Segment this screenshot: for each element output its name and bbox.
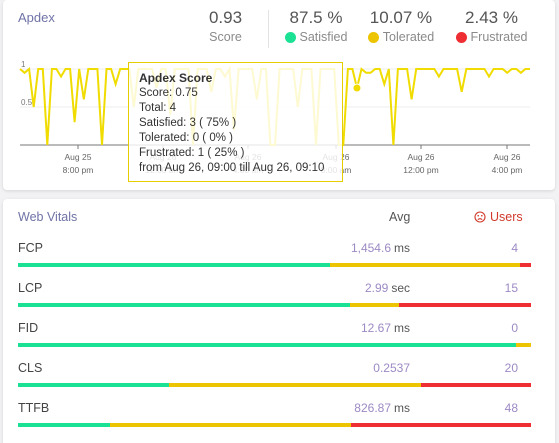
bar-segment-good bbox=[18, 343, 516, 347]
vital-row-fid[interactable]: FID 12.67 ms 0 bbox=[3, 321, 555, 361]
vital-users: 15 bbox=[504, 281, 518, 295]
vital-row-ttfb[interactable]: TTFB 826.87 ms 48 bbox=[3, 401, 555, 441]
tolerated-value: 10.07 % bbox=[369, 8, 433, 27]
vital-row-cls[interactable]: CLS 0.2537 20 bbox=[3, 361, 555, 401]
bar-segment-fair bbox=[110, 423, 352, 427]
apdex-tooltip: Apdex Score Score: 0.75 Total: 4 Satisfi… bbox=[128, 62, 343, 182]
vital-distribution-bar bbox=[18, 263, 531, 267]
bar-segment-poor bbox=[519, 263, 531, 267]
y-tick-label: 1 bbox=[21, 60, 26, 69]
bar-segment-poor bbox=[420, 383, 531, 387]
x-tick-time: 4:00 pm bbox=[492, 165, 523, 175]
frustrated-dot-icon bbox=[455, 31, 467, 43]
vital-distribution-bar bbox=[18, 343, 531, 347]
tolerated-stat[interactable]: 10.07 % Tolerated bbox=[361, 8, 441, 44]
satisfied-stat[interactable]: 87.5 % Satisfied bbox=[280, 8, 352, 44]
x-tick-day: Aug 26 bbox=[408, 152, 435, 162]
web-vitals-title: Web Vitals bbox=[18, 210, 78, 224]
satisfied-dot-icon bbox=[284, 31, 296, 43]
users-header[interactable]: Users bbox=[474, 210, 523, 224]
bar-segment-poor bbox=[399, 303, 531, 307]
frown-icon bbox=[474, 211, 486, 223]
vital-row-fcp[interactable]: FCP 1,454.6 ms 4 bbox=[3, 241, 555, 281]
bar-segment-good bbox=[18, 423, 111, 427]
users-header-label: Users bbox=[490, 210, 523, 224]
bar-segment-fair bbox=[329, 263, 520, 267]
tooltip-frustrated: Frustrated: 1 ( 25% ) bbox=[139, 147, 245, 159]
tolerated-dot-icon bbox=[367, 31, 379, 43]
vital-users: 4 bbox=[511, 241, 518, 255]
vital-name: TTFB bbox=[18, 401, 50, 415]
bar-segment-good bbox=[18, 383, 170, 387]
vital-name: CLS bbox=[18, 361, 43, 375]
vital-name: FCP bbox=[18, 241, 43, 255]
vital-avg: 12.67 ms bbox=[361, 321, 410, 335]
score-label: Score bbox=[209, 30, 242, 44]
x-tick-day: Aug 25 bbox=[65, 152, 92, 162]
vital-distribution-bar bbox=[18, 303, 531, 307]
bar-segment-fair bbox=[169, 383, 421, 387]
vital-users: 0 bbox=[511, 321, 518, 335]
tooltip-range: from Aug 26, 09:00 till Aug 26, 09:10 bbox=[139, 162, 325, 174]
vital-avg-value: 826.87 bbox=[354, 401, 391, 415]
vital-avg-unit: ms bbox=[394, 241, 410, 255]
vital-avg: 2.99 sec bbox=[365, 281, 410, 295]
vital-avg: 0.2537 bbox=[373, 361, 410, 375]
bar-segment-poor bbox=[351, 423, 531, 427]
vital-name: LCP bbox=[18, 281, 43, 295]
x-tick-day: Aug 26 bbox=[494, 152, 521, 162]
vital-users: 48 bbox=[504, 401, 518, 415]
apdex-card: Apdex 0.93 Score 87.5 % Satisfied 10.07 … bbox=[3, 0, 555, 190]
vital-avg-unit: sec bbox=[391, 281, 410, 295]
tolerated-label: Tolerated bbox=[382, 30, 435, 44]
vital-users: 20 bbox=[504, 361, 518, 375]
tooltip-score: Score: 0.75 bbox=[139, 87, 198, 99]
x-tick-time: 8:00 pm bbox=[63, 165, 94, 175]
apdex-title: Apdex bbox=[18, 10, 55, 25]
bar-segment-fair bbox=[515, 343, 531, 347]
vital-avg-value: 0.2537 bbox=[373, 361, 410, 375]
tooltip-total: Total: 4 bbox=[139, 102, 177, 114]
apdex-score-stat: 0.93 Score bbox=[193, 8, 258, 44]
satisfied-label: Satisfied bbox=[299, 30, 348, 44]
frustrated-value: 2.43 % bbox=[465, 8, 518, 27]
vital-distribution-bar bbox=[18, 423, 531, 427]
vital-avg: 826.87 ms bbox=[354, 401, 410, 415]
vital-name: FID bbox=[18, 321, 39, 335]
y-tick-label: 0.5 bbox=[21, 98, 33, 107]
vital-avg-unit: ms bbox=[394, 321, 410, 335]
frustrated-stat[interactable]: 2.43 % Frustrated bbox=[449, 8, 534, 44]
avg-header: Avg bbox=[389, 210, 411, 224]
vital-distribution-bar bbox=[18, 383, 531, 387]
satisfied-value: 87.5 % bbox=[289, 8, 343, 27]
tooltip-title: Apdex Score bbox=[139, 71, 213, 85]
stat-divider bbox=[268, 10, 269, 48]
hover-point bbox=[352, 83, 362, 93]
tooltip-tolerated: Tolerated: 0 ( 0% ) bbox=[139, 132, 233, 144]
tooltip-satisfied: Satisfied: 3 ( 75% ) bbox=[139, 117, 237, 129]
vital-row-lcp[interactable]: LCP 2.99 sec 15 bbox=[3, 281, 555, 321]
vital-avg-unit: ms bbox=[394, 401, 410, 415]
vital-avg-value: 2.99 bbox=[364, 281, 389, 295]
vital-avg-value: 12.67 bbox=[360, 321, 391, 335]
bar-segment-fair bbox=[350, 303, 400, 307]
bar-segment-good bbox=[18, 303, 351, 307]
frustrated-label: Frustrated bbox=[470, 30, 528, 44]
vital-avg: 1,454.6 ms bbox=[351, 241, 410, 255]
score-value: 0.93 bbox=[208, 8, 243, 27]
bar-segment-good bbox=[18, 263, 330, 267]
x-tick-time: 12:00 pm bbox=[403, 165, 438, 175]
vital-avg-value: 1,454.6 bbox=[350, 241, 391, 255]
web-vitals-card: Web Vitals Avg Users FCP 1,454.6 ms 4 LCP 2.9… bbox=[3, 199, 555, 443]
